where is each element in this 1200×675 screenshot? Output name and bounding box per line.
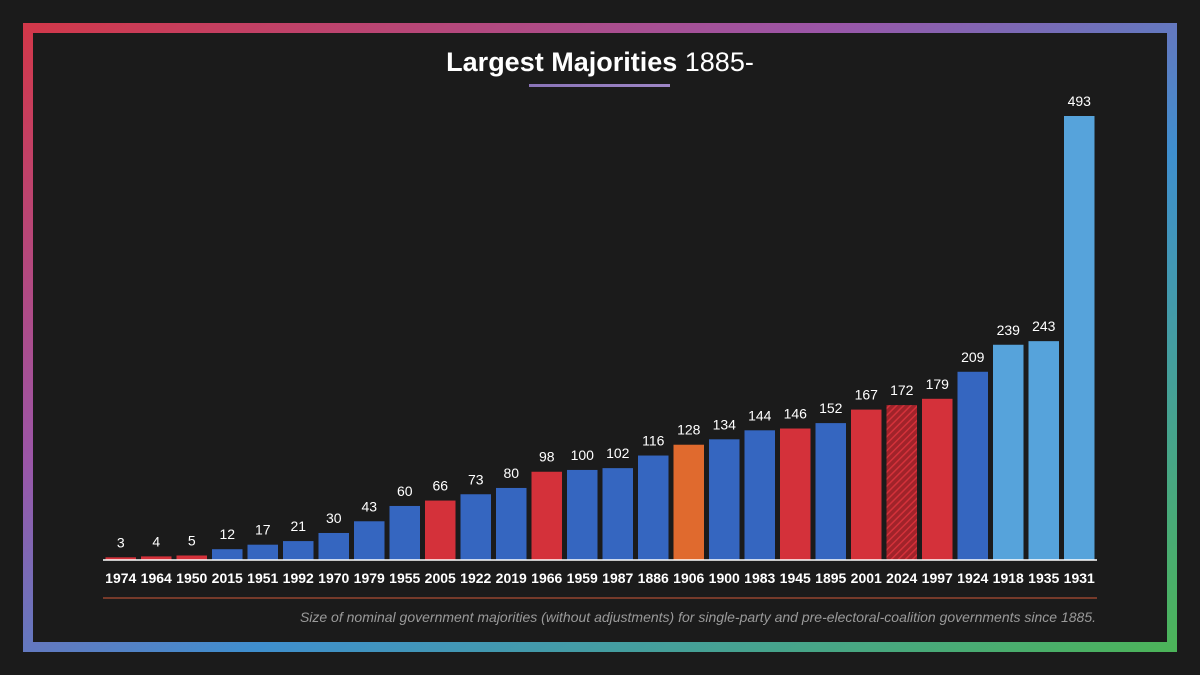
tick-label-1970: 1970 <box>318 570 349 586</box>
chart-title-main: Largest Majorities <box>446 47 678 77</box>
tick-label-1955: 1955 <box>389 570 420 586</box>
data-label-1931: 493 <box>1068 93 1092 109</box>
data-label-2005: 66 <box>432 478 448 494</box>
tick-label-1964: 1964 <box>141 570 172 586</box>
tick-label-1974: 1974 <box>105 570 136 586</box>
tick-label-2024: 2024 <box>886 570 917 586</box>
data-label-1959: 100 <box>571 447 595 463</box>
tick-label-1895: 1895 <box>815 570 846 586</box>
data-label-1950: 5 <box>188 532 196 548</box>
tick-label-1945: 1945 <box>780 570 811 586</box>
data-label-1964: 4 <box>152 533 160 549</box>
data-label-2015: 12 <box>219 526 235 542</box>
data-label-1987: 102 <box>606 445 630 461</box>
tick-label-1966: 1966 <box>531 570 562 586</box>
bar-1964 <box>141 556 172 560</box>
data-label-1992: 21 <box>290 518 306 534</box>
data-label-1974: 3 <box>117 534 125 550</box>
bar-1959 <box>567 469 598 560</box>
data-label-1906: 128 <box>677 422 701 438</box>
data-label-1966: 98 <box>539 449 555 465</box>
bar-1987 <box>602 468 633 560</box>
bar-1950 <box>176 555 207 560</box>
bar-2019 <box>496 487 527 560</box>
data-label-2019: 80 <box>503 465 519 481</box>
chart-title-years: 1885- <box>684 47 754 77</box>
tick-label-2015: 2015 <box>212 570 243 586</box>
tick-label-1906: 1906 <box>673 570 704 586</box>
bar-1900 <box>709 439 740 560</box>
data-label-1935: 243 <box>1032 318 1056 334</box>
bar-1955 <box>389 505 420 560</box>
data-label-1922: 73 <box>468 471 484 487</box>
data-label-1997: 179 <box>926 376 950 392</box>
bar-1974 <box>105 557 136 560</box>
bar-1895 <box>815 423 846 560</box>
tick-label-2019: 2019 <box>496 570 527 586</box>
data-label-1918: 239 <box>997 322 1021 338</box>
bar-2005 <box>425 500 456 560</box>
data-label-1951: 17 <box>255 522 271 538</box>
data-label-1979: 43 <box>361 498 377 514</box>
data-label-2024: 172 <box>890 382 914 398</box>
bar-1951 <box>247 544 278 560</box>
data-label-1924: 209 <box>961 349 985 365</box>
tick-label-1983: 1983 <box>744 570 775 586</box>
tick-label-1951: 1951 <box>247 570 278 586</box>
footnote: Size of nominal government majorities (w… <box>299 609 1096 625</box>
tick-label-1922: 1922 <box>460 570 491 586</box>
data-label-2001: 167 <box>855 387 879 403</box>
title-underline <box>529 84 670 87</box>
tick-label-1979: 1979 <box>354 570 385 586</box>
bar-1979 <box>354 521 385 560</box>
tick-label-2001: 2001 <box>851 570 882 586</box>
data-label-1970: 30 <box>326 510 342 526</box>
data-label-1895: 152 <box>819 400 843 416</box>
tick-label-1950: 1950 <box>176 570 207 586</box>
tick-label-1918: 1918 <box>993 570 1024 586</box>
data-label-1983: 144 <box>748 407 772 423</box>
bar-2024 <box>886 405 917 560</box>
tick-label-1987: 1987 <box>602 570 633 586</box>
tick-label-1997: 1997 <box>922 570 953 586</box>
data-label-1945: 146 <box>784 406 808 422</box>
bar-1922 <box>460 494 491 560</box>
bar-1886 <box>638 455 669 560</box>
bar-1997 <box>922 398 953 560</box>
tick-label-1886: 1886 <box>638 570 669 586</box>
bar-1924 <box>957 371 988 560</box>
tick-label-1959: 1959 <box>567 570 598 586</box>
data-label-1886: 116 <box>642 433 665 449</box>
bar-1931 <box>1064 116 1095 560</box>
bar-1992 <box>283 541 314 560</box>
bar-1970 <box>318 532 349 560</box>
tick-label-1931: 1931 <box>1064 570 1095 586</box>
bar-1966 <box>531 471 562 560</box>
bar-1945 <box>780 428 811 560</box>
data-label-1955: 60 <box>397 483 413 499</box>
bar-2001 <box>851 409 882 560</box>
bar-1935 <box>1028 341 1059 560</box>
tick-label-1924: 1924 <box>957 570 988 586</box>
tick-label-2005: 2005 <box>425 570 456 586</box>
tick-label-1900: 1900 <box>709 570 740 586</box>
bar-2015 <box>212 549 243 560</box>
tick-label-1992: 1992 <box>283 570 314 586</box>
bar-1983 <box>744 430 775 560</box>
data-label-1900: 134 <box>713 416 737 432</box>
chart-title: Largest Majorities 1885- <box>0 44 1200 80</box>
bar-1906 <box>673 444 704 560</box>
bar-1918 <box>993 344 1024 560</box>
tick-label-1935: 1935 <box>1028 570 1059 586</box>
